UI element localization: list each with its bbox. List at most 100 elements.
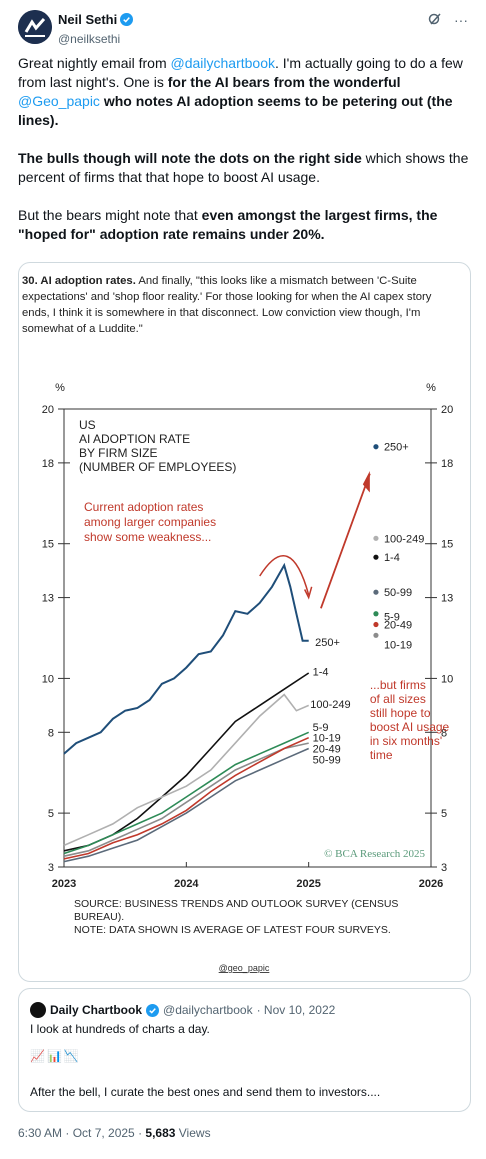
series-line-5-9 [63, 731, 310, 855]
y-axis-unit-left: % [55, 382, 65, 394]
y-tick-label-left: 18 [42, 458, 54, 470]
verified-badge-icon [146, 1003, 160, 1017]
tweet-text-bold: for the AI bears from the wonderful [167, 74, 401, 90]
tweet-header: Neil Sethi @neilksethi ··· [18, 8, 474, 48]
annotation-right: ...but firms of all sizes still hope to boo… [370, 678, 450, 762]
y-tick-label-left: 20 [42, 404, 54, 416]
chart-up-icon: 📈 [30, 1049, 45, 1063]
y-tick-label-left: 13 [42, 593, 54, 605]
tweet-text-part: Great nightly email from [18, 55, 171, 71]
series-line-20-49 [63, 736, 310, 860]
y-tick-label-right: 3 [441, 862, 447, 874]
y-tick-label-right: 8 [441, 727, 447, 739]
hoped-adoption-label: 5-9 [384, 611, 400, 623]
y-tick-label-right: 10 [441, 673, 453, 685]
chart-source: SOURCE: BUSINESS TRENDS AND OUTLOOK SURV… [74, 898, 398, 936]
tweet-text-bold: The bulls though will note the dots on t… [18, 150, 362, 166]
chart-down-icon: 📉 [63, 1049, 79, 1063]
tweet-text-bold: who notes AI adoption seems to be peteri… [18, 93, 453, 128]
hoped-adoption-dot-50-99 [373, 589, 379, 595]
series-end-label: 5-9 [313, 722, 329, 734]
hoped-adoption-label: 1-4 [384, 552, 400, 564]
hoped-adoption-label: 20-49 [384, 620, 412, 632]
x-tick-label: 2026 [419, 878, 443, 890]
plot-frame [63, 408, 432, 868]
y-tick-label-right: 18 [441, 458, 453, 470]
hoped-adoption-dot-1-4 [373, 554, 379, 560]
tweet-media[interactable]: 30. AI adoption rates. And finally, "thi… [18, 262, 471, 982]
quote-text-line: I look at hundreds of charts a day. [30, 1022, 210, 1036]
mention-link[interactable]: @Geo_papic [18, 93, 100, 109]
chart-copyright: © BCA Research 2025 [324, 848, 425, 860]
tweet-text-bold: even amongst the largest firms, the "hop… [18, 207, 438, 242]
quote-text-line: After the bell, I curate the best ones a… [30, 1085, 381, 1099]
hoped-adoption-dot-10-19 [373, 632, 379, 638]
y-axis-unit-right: % [426, 382, 436, 394]
series-line-50-99 [63, 747, 310, 863]
x-tick-label: 2023 [52, 878, 76, 890]
hoped-adoption-dot-5-9 [373, 611, 379, 617]
series-end-label: 20-49 [313, 744, 341, 756]
tweet-text: Great nightly email from @dailychartbook… [18, 54, 474, 263]
x-tick-label: 2025 [296, 878, 320, 890]
y-tick-label-left: 3 [48, 862, 54, 874]
chart-title: US AI ADOPTION RATE BY FIRM SIZE (NUMBER OF… [79, 418, 236, 474]
annotation-arrow-head [303, 586, 313, 600]
trend-arrow [320, 473, 371, 609]
media-caption: 30. AI adoption rates. And finally, "thi… [22, 273, 462, 337]
caption-title: 30. AI adoption rates. [22, 275, 136, 287]
author-avatar[interactable] [18, 10, 52, 44]
tweet-text-part: . I'm actually going to do a few from la… [18, 55, 463, 90]
series-line-10-19 [63, 742, 309, 857]
series-end-label: 10-19 [313, 733, 341, 745]
series-line-1-4 [63, 672, 310, 852]
timestamp[interactable]: 6:30 AM · Oct 7, 2025 · [18, 1126, 146, 1140]
hoped-adoption-label: 100-249 [384, 533, 424, 545]
series-end-label: 1-4 [313, 667, 329, 679]
x-tick-label: 2024 [174, 878, 199, 890]
chart-credit: @geo_papic [219, 963, 270, 973]
verified-badge-icon [120, 13, 134, 26]
y-tick-label-left: 5 [48, 808, 54, 820]
quote-emoji-row: 📈 📊 📉 [30, 1049, 79, 1063]
y-tick-label-right: 13 [441, 593, 453, 605]
trend-arrow-head [362, 470, 370, 493]
annotation-arrow-curve [259, 555, 310, 596]
y-tick-label-left: 10 [42, 673, 54, 685]
hoped-adoption-label: 50-99 [384, 587, 412, 599]
quoted-tweet[interactable]: Daily Chartbook @dailychartbook · Nov 10… [18, 988, 471, 1112]
tweet-text-part: But the bears might note that [18, 207, 202, 223]
quote-handle: @dailychartbook [163, 1003, 253, 1017]
more-options-icon[interactable]: ··· [454, 12, 468, 28]
tweet-text-part: which shows the percent of firms that th… [18, 150, 469, 185]
caption-text: And finally, "this looks like a mismatch… [22, 275, 432, 335]
y-tick-label-left: 8 [48, 727, 54, 739]
series-end-label: 250+ [315, 637, 340, 649]
annotation-left: Current adoption rates among larger compa… [84, 500, 216, 544]
author-handle[interactable]: @neilksethi [58, 32, 121, 46]
series-end-label: 50-99 [313, 754, 341, 766]
bar-chart-icon: 📊 [46, 1049, 62, 1063]
tweet-footer: 6:30 AM · Oct 7, 2025 · 5,683 Views [18, 1126, 211, 1140]
series-line-100-249 [63, 693, 310, 847]
grok-icon[interactable] [428, 12, 442, 26]
logo-icon [18, 10, 52, 44]
hoped-adoption-dot-100-249 [373, 535, 379, 541]
hoped-adoption-label: 10-19 [384, 640, 412, 652]
quote-date: · Nov 10, 2022 [256, 1003, 336, 1017]
y-tick-label-left: 15 [42, 539, 54, 551]
hoped-adoption-dot-250+ [373, 444, 379, 450]
y-tick-label-right: 15 [441, 539, 453, 551]
series-line-250+ [63, 562, 309, 755]
hoped-adoption-label: 250+ [384, 442, 409, 454]
view-count: 5,683 [145, 1126, 176, 1140]
quote-author-name: Daily Chartbook [50, 1003, 143, 1017]
quote-avatar [30, 1002, 46, 1018]
y-tick-label-right: 20 [441, 404, 453, 416]
series-end-label: 100-249 [310, 699, 350, 711]
views-label: Views [175, 1126, 211, 1140]
adoption-chart: 3 3 5 5 8 8 10 10 13 13 15 15 18 18 20 20% % 2023 2024 2025… [42, 382, 454, 973]
mention-link[interactable]: @dailychartbook [170, 55, 276, 71]
author-name[interactable]: Neil Sethi [58, 12, 118, 27]
y-tick-label-right: 5 [441, 808, 447, 820]
